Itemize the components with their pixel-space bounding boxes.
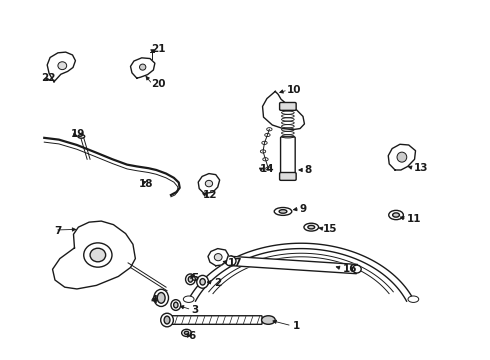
Ellipse shape	[225, 256, 236, 266]
Text: 15: 15	[323, 224, 338, 234]
Ellipse shape	[274, 207, 292, 215]
Text: 21: 21	[151, 44, 166, 54]
Text: 8: 8	[304, 165, 312, 175]
Ellipse shape	[182, 329, 192, 337]
Ellipse shape	[408, 296, 419, 302]
Ellipse shape	[188, 276, 193, 282]
Ellipse shape	[84, 243, 112, 267]
FancyBboxPatch shape	[165, 316, 262, 324]
Ellipse shape	[58, 62, 67, 69]
Ellipse shape	[397, 152, 407, 162]
Ellipse shape	[205, 180, 213, 187]
Text: 19: 19	[71, 129, 85, 139]
Ellipse shape	[161, 313, 173, 327]
Ellipse shape	[308, 225, 315, 229]
Text: 12: 12	[202, 190, 217, 200]
Text: 17: 17	[228, 258, 243, 268]
Ellipse shape	[78, 135, 85, 138]
Text: 10: 10	[287, 85, 301, 95]
Ellipse shape	[352, 265, 361, 273]
Text: 6: 6	[188, 332, 195, 342]
FancyBboxPatch shape	[280, 103, 296, 111]
Text: 18: 18	[139, 179, 154, 189]
Text: 4: 4	[151, 296, 158, 305]
FancyBboxPatch shape	[280, 172, 296, 180]
Ellipse shape	[140, 64, 146, 70]
Polygon shape	[47, 52, 75, 82]
Ellipse shape	[186, 274, 196, 285]
Ellipse shape	[157, 293, 165, 303]
Ellipse shape	[389, 210, 403, 220]
Ellipse shape	[90, 248, 106, 262]
Text: 16: 16	[343, 264, 357, 274]
Ellipse shape	[164, 316, 170, 324]
Polygon shape	[263, 91, 304, 130]
FancyBboxPatch shape	[281, 137, 295, 175]
Text: 2: 2	[214, 278, 221, 288]
Ellipse shape	[214, 253, 222, 261]
Text: 3: 3	[192, 305, 198, 315]
Ellipse shape	[392, 213, 399, 217]
Text: 1: 1	[293, 321, 300, 331]
Ellipse shape	[279, 210, 287, 213]
Text: 20: 20	[151, 79, 166, 89]
Polygon shape	[198, 174, 220, 194]
Ellipse shape	[173, 302, 178, 308]
Text: 7: 7	[54, 226, 61, 236]
Ellipse shape	[171, 300, 181, 310]
Text: 11: 11	[407, 214, 421, 224]
Polygon shape	[130, 58, 155, 78]
Polygon shape	[388, 144, 416, 170]
Ellipse shape	[154, 289, 169, 306]
Ellipse shape	[304, 223, 318, 231]
Text: 13: 13	[414, 163, 429, 173]
Ellipse shape	[183, 296, 194, 302]
Polygon shape	[208, 249, 228, 266]
Polygon shape	[230, 256, 357, 274]
Text: 5: 5	[192, 273, 198, 283]
Ellipse shape	[262, 316, 275, 324]
Ellipse shape	[184, 331, 189, 334]
Text: 14: 14	[260, 164, 274, 174]
Polygon shape	[52, 221, 135, 289]
Ellipse shape	[200, 279, 205, 285]
Text: 22: 22	[41, 73, 56, 83]
Ellipse shape	[197, 275, 208, 288]
Text: 9: 9	[299, 203, 307, 213]
